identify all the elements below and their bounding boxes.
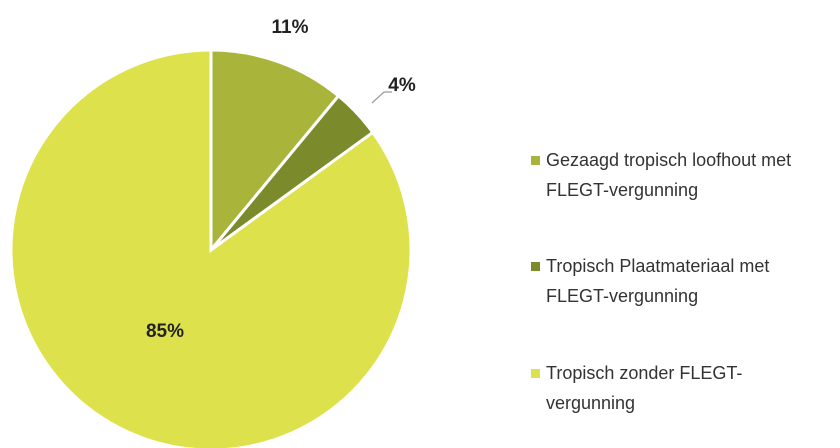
legend-item: Tropisch zonder FLEGT-vergunning <box>531 358 831 418</box>
data-label: 85% <box>146 321 184 342</box>
legend-item: Gezaagd tropisch loofhout met FLEGT-verg… <box>531 145 831 205</box>
legend-item: Tropisch Plaatmateriaal met FLEGT-vergun… <box>531 251 831 311</box>
legend-swatch <box>531 156 540 165</box>
legend-swatch <box>531 369 540 378</box>
pie-slice <box>209 48 341 255</box>
legend-label: Tropisch zonder FLEGT-vergunning <box>546 363 743 413</box>
data-label: 11% <box>272 17 309 38</box>
legend-swatch <box>531 262 540 271</box>
legend-label: Gezaagd tropisch loofhout met FLEGT-verg… <box>546 150 792 200</box>
data-label: 4% <box>388 75 416 96</box>
legend-label: Tropisch Plaatmateriaal met FLEGT-vergun… <box>546 256 770 306</box>
leader-line <box>371 91 392 104</box>
pie-slice <box>9 48 413 448</box>
